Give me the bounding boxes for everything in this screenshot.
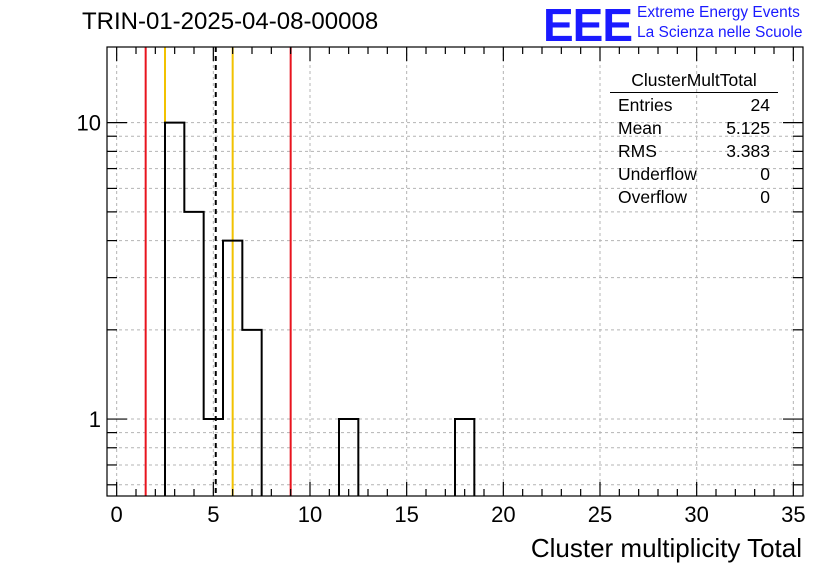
stats-label: RMS: [618, 141, 657, 161]
stats-label: Mean: [618, 118, 662, 138]
reference-lines-layer: [144, 47, 292, 496]
histogram-layer: [164, 121, 476, 496]
stats-box-title: ClusterMultTotal: [610, 70, 778, 93]
stats-label: Underflow: [618, 164, 697, 184]
histogram-bin: [184, 212, 203, 496]
y-tick-label: 1: [89, 407, 101, 432]
stats-label: Entries: [618, 95, 673, 115]
stats-value: 0: [760, 187, 770, 207]
logo-line-1: Extreme Energy Events: [637, 4, 800, 21]
stats-row-rms: RMS 3.383: [610, 140, 778, 163]
plot-frame: [106, 46, 804, 497]
x-tick-label: 30: [684, 502, 708, 527]
histogram-outline: [164, 121, 476, 496]
x-tick-label: 0: [111, 502, 123, 527]
stats-label: Overflow: [618, 187, 688, 207]
eee-logo: EEE: [543, 0, 633, 51]
chart-title: TRIN-01-2025-04-08-00008: [82, 8, 379, 35]
stats-box: ClusterMultTotal Entries 24 Mean 5.125 R…: [610, 70, 778, 209]
stats-value: 0: [760, 164, 770, 184]
x-tick-label: 10: [298, 502, 322, 527]
stats-value: 5.125: [726, 118, 770, 138]
stats-value: 3.383: [726, 141, 770, 161]
stats-row-underflow: Underflow 0: [610, 163, 778, 186]
axis-layer: 0 5 10 15 20 25 30 35 1 10: [77, 46, 806, 527]
logo-line-2: La Scienza nelle Scuole: [637, 24, 803, 41]
stats-row-mean: Mean 5.125: [610, 117, 778, 140]
x-tick-label: 5: [207, 502, 219, 527]
histogram-bin: [165, 123, 184, 496]
stats-value: 24: [750, 95, 770, 115]
x-tick-label: 35: [781, 502, 805, 527]
y-tick-label: 10: [77, 111, 101, 136]
x-tick-label: 20: [491, 502, 515, 527]
stats-row-entries: Entries 24: [610, 94, 778, 117]
x-tick-label: 25: [588, 502, 612, 527]
histogram-bin: [242, 330, 261, 496]
x-axis-label: Cluster multiplicity Total: [530, 533, 802, 563]
stats-row-overflow: Overflow 0: [610, 186, 778, 209]
x-tick-label: 15: [394, 502, 418, 527]
